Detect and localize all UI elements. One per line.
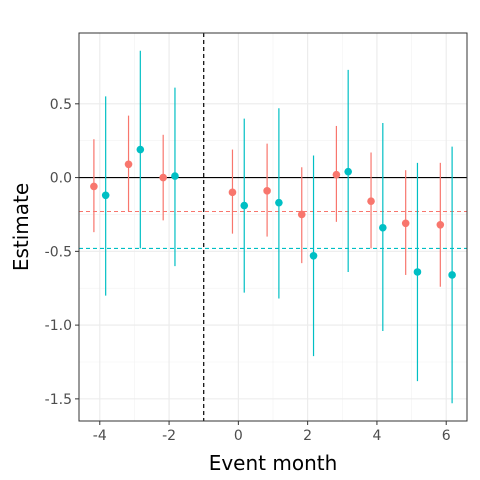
x-tick-label: -2 (162, 428, 176, 444)
data-point (413, 268, 422, 276)
axis-ticks: -4 -2 0 2 4 6 -1.5 -1.0 -0.5 0.0 0.5 (45, 97, 451, 444)
data-point (367, 197, 375, 205)
data-point (309, 251, 318, 260)
x-tick-label: -4 (93, 428, 107, 444)
panel-border (78, 32, 468, 422)
data-point (448, 271, 456, 279)
x-tick-label: 0 (234, 428, 243, 444)
data-point (228, 188, 237, 197)
data-point (240, 201, 249, 210)
data-point (436, 220, 445, 229)
data-point (90, 182, 98, 191)
data-point (171, 172, 179, 180)
y-tick-label: -0.5 (45, 244, 72, 260)
data-point (344, 167, 352, 176)
y-axis-title: Estimate (9, 183, 33, 271)
data-point (136, 145, 145, 154)
data-point (101, 191, 110, 200)
y-tick-label: -1.5 (45, 392, 72, 408)
series-2 (101, 50, 456, 404)
x-tick-label: 6 (442, 428, 451, 444)
reference-lines (79, 33, 467, 421)
data-point (263, 187, 271, 195)
y-tick-label: 0.0 (50, 171, 72, 187)
series-layer (90, 50, 456, 404)
y-tick-label: -1.0 (45, 318, 72, 334)
x-tick-label: 4 (372, 428, 381, 444)
y-tick-label: 0.5 (50, 97, 72, 113)
data-point (332, 170, 341, 179)
data-point (124, 160, 133, 169)
x-axis-title: Event month (209, 451, 338, 475)
series-1 (90, 115, 445, 287)
data-point (275, 198, 283, 207)
x-tick-label: 2 (303, 428, 312, 444)
data-point (401, 219, 410, 228)
data-point (297, 210, 306, 219)
data-point (379, 223, 387, 232)
data-point (159, 173, 167, 182)
